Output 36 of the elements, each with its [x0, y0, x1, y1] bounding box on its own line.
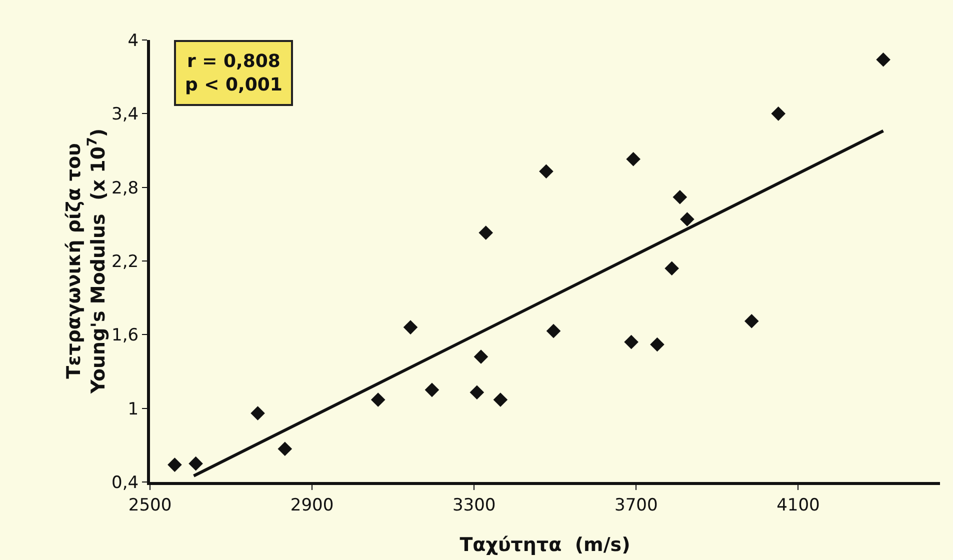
point: [672, 190, 688, 204]
point: [771, 106, 786, 121]
x-tick-label: 3300: [452, 495, 496, 516]
point: [403, 320, 418, 334]
x-tick-label: 3700: [614, 495, 658, 516]
x-axis-title: Ταχύτητα (m/s): [460, 534, 630, 556]
point: [478, 226, 493, 240]
y-tick-label: 1: [128, 399, 139, 420]
point: [424, 382, 440, 398]
point: [546, 324, 561, 338]
point: [168, 458, 182, 472]
point: [624, 334, 638, 350]
point: [626, 152, 640, 166]
x-tick-label: 2500: [128, 495, 172, 516]
point: [250, 406, 265, 420]
point: [474, 350, 488, 364]
y-tick-label: 1,6: [112, 326, 139, 346]
x-tick-label: 4100: [776, 495, 820, 516]
point: [493, 392, 508, 407]
x-tick-label: 2900: [290, 495, 334, 516]
point: [744, 314, 759, 328]
point: [278, 442, 292, 456]
y-tick-label: 3,4: [112, 104, 139, 125]
point: [188, 456, 203, 471]
point: [370, 392, 386, 407]
annotation: r = 0,808 p < 0,001: [185, 51, 282, 96]
point: [680, 212, 694, 226]
y-tick-label: 2,2: [112, 252, 139, 272]
point: [650, 337, 664, 352]
point: [470, 385, 484, 400]
point: [876, 52, 890, 67]
y-tick-label: 2,8: [112, 178, 139, 198]
y-tick-label: 4: [128, 30, 139, 51]
point: [664, 261, 679, 276]
y-tick-label: 0,4: [112, 472, 139, 493]
point: [539, 164, 554, 179]
